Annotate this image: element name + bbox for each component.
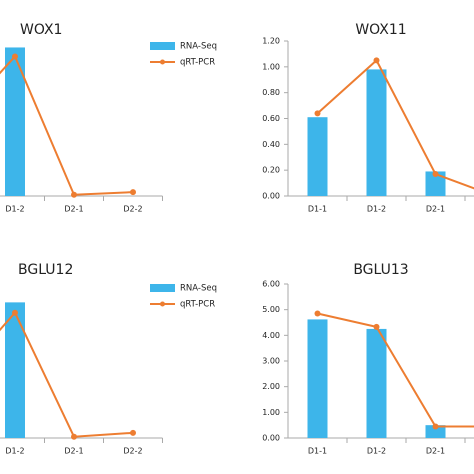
point	[373, 323, 380, 330]
bar	[366, 328, 387, 438]
point	[130, 429, 136, 436]
y-tick-label: 3.00	[262, 357, 280, 366]
panel: BGLU12 D1-2 D2-1 D2-2 RNA-Seq qRT-PCR	[0, 262, 217, 456]
line	[316, 58, 474, 190]
legend-swatch	[150, 284, 175, 292]
panel: WOX1 D1-2 D2-1 D2-2 RNA-Seq qRT-PCR	[0, 22, 217, 214]
legend-swatch	[160, 301, 165, 307]
point	[314, 310, 321, 317]
x-tick-label: D1-2	[5, 205, 24, 214]
line	[317, 312, 474, 428]
point	[432, 423, 439, 430]
legend-swatch	[160, 59, 165, 65]
y-tick-label: 6.00	[262, 280, 280, 289]
y-tick-label: 0.40	[262, 140, 280, 149]
point	[130, 189, 136, 196]
bar	[307, 319, 328, 438]
bar	[307, 117, 328, 196]
point	[314, 110, 321, 117]
panel: WOX11 0.00 0.20 0.40 0.60 0.80 1.00 1.20 D1-1 D1-…	[262, 22, 474, 214]
y-tick-label: 5.00	[262, 305, 280, 314]
point	[432, 171, 439, 178]
x-tick-label: D2-1	[64, 447, 83, 456]
point	[71, 433, 77, 440]
bar	[425, 171, 446, 196]
point	[12, 309, 18, 316]
point	[373, 57, 380, 64]
x-tick-label: D1-1	[308, 447, 327, 456]
y-tick-label: 0.20	[262, 166, 280, 175]
bar	[5, 302, 25, 438]
y-tick-label: 0.00	[262, 192, 280, 201]
y-tick-label: 0.00	[262, 434, 280, 443]
line	[0, 310, 134, 438]
chart-title: BGLU13	[353, 262, 408, 278]
legend-label: qRT-PCR	[180, 58, 215, 68]
bar	[425, 425, 446, 438]
x-tick-label: D2-2	[123, 447, 142, 456]
y-tick-label: 1.00	[262, 62, 280, 71]
y-tick-label: 1.20	[262, 37, 280, 46]
x-tick-label: D1-2	[367, 447, 386, 456]
x-tick-label: D1-2	[367, 205, 386, 214]
chart-title: WOX11	[355, 22, 406, 38]
legend-swatch	[150, 42, 175, 50]
legend-label: RNA-Seq	[180, 42, 217, 52]
x-tick-label: D2-1	[64, 205, 83, 214]
line	[0, 54, 134, 196]
y-tick-label: 1.00	[262, 408, 280, 417]
point	[71, 191, 77, 198]
x-tick-label: D2-1	[426, 447, 445, 456]
y-tick-label: 4.00	[262, 331, 280, 340]
bar	[366, 69, 387, 196]
y-tick-label: 2.00	[262, 382, 280, 391]
chart-title: WOX1	[20, 22, 62, 38]
y-tick-label: 0.60	[262, 114, 280, 123]
x-tick-label: D1-1	[308, 205, 327, 214]
bar	[5, 47, 25, 197]
panel: BGLU13 0.00 1.00 2.00 3.00 4.00 5.00 6.00 D1-1 D1…	[262, 262, 474, 456]
x-tick-label: D2-2	[123, 205, 142, 214]
x-tick-label: D2-1	[426, 205, 445, 214]
point	[12, 53, 18, 60]
legend-label: RNA-Seq	[180, 284, 217, 294]
legend-label: qRT-PCR	[180, 300, 215, 310]
x-tick-label: D1-2	[5, 447, 24, 456]
y-tick-label: 0.80	[262, 88, 280, 97]
chart-title: BGLU12	[18, 262, 73, 278]
